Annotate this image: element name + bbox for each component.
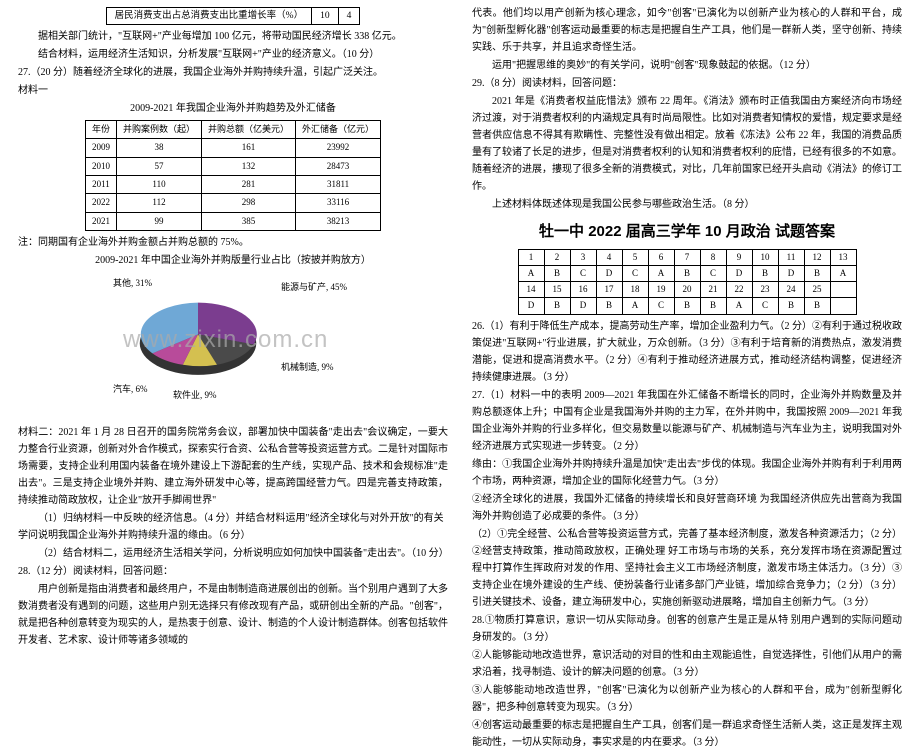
t2h2: 并购总额（亿美元）: [202, 121, 296, 139]
note: 注：同期国有企业海外并购金额占并购总额的 75%。: [18, 234, 448, 251]
ans-cell: B: [544, 298, 570, 314]
a27-4: （2）①完全经营、公私合营等投资运营方式，完善了基本经济制度，激发各种资源活力；…: [472, 526, 902, 611]
q29-title: 29.（8 分）阅读材料，回答问题：: [472, 75, 902, 92]
a27-1: 27.（1）材料一中的表明 2009—2021 年我国在外汇储备不断增长的同时，…: [472, 387, 902, 455]
ans-cell: 22: [726, 282, 752, 298]
ans-cell: [830, 298, 856, 314]
ans-cell: 13: [830, 249, 856, 265]
line2: 结合材料，运用经济生活知识，分析发展"互联网+"产业的经济意义。（10 分）: [18, 46, 448, 63]
ans-cell: B: [804, 265, 830, 281]
lbl-auto: 汽车, 6%: [113, 382, 148, 397]
ans-cell: C: [648, 298, 674, 314]
ans-cell: B: [752, 265, 778, 281]
material2: 材料二：2021 年 1 月 28 日召开的国务院常务会议，部署加快中国装备"走…: [18, 424, 448, 509]
ans-cell: A: [830, 265, 856, 281]
line1: 据相关部门统计，"互联网+"产业每增加 100 亿元，将带动国民经济增长 338…: [18, 28, 448, 45]
ans-cell: 1: [518, 249, 544, 265]
ans-cell: B: [674, 265, 700, 281]
table2: 年份 并购案例数（起） 并购总额（亿美元） 外汇储备（亿元） 200938161…: [85, 120, 381, 231]
ans-cell: 14: [518, 282, 544, 298]
line4: 材料一: [18, 82, 448, 99]
right-column: 代表。他们均以用产创新为核心理念，如今"创客"已演化为以创新产业为核心的人群和平…: [460, 0, 920, 651]
q2: （2）结合材料二，运用经济生活相关学问，分析说明应如何加快中国装备"走出去"。（…: [18, 545, 448, 562]
ans-cell: 8: [700, 249, 726, 265]
ans-cell: A: [518, 265, 544, 281]
lbl-energy: 能源与矿产, 45%: [281, 280, 347, 295]
a27-2: 缘由：①我国企业海外并购持续升温是加快"走出去"步伐的体现。我国企业海外并购有利…: [472, 456, 902, 490]
r-q-top: 运用"把握思维的奥妙"的有关学问，说明"创客"现象鼓起的依据。（12 分）: [472, 57, 902, 74]
lbl-soft: 软件业, 9%: [173, 388, 217, 403]
ans-cell: 18: [622, 282, 648, 298]
ans-cell: D: [570, 298, 596, 314]
ans-cell: B: [596, 298, 622, 314]
ans-cell: 25: [804, 282, 830, 298]
answer-table: 12345678910111213ABCDCABCDBDBA1415161718…: [518, 249, 857, 315]
ans-cell: C: [622, 265, 648, 281]
ans-cell: A: [726, 298, 752, 314]
ans-cell: 11: [778, 249, 804, 265]
ans-cell: C: [570, 265, 596, 281]
ans-cell: C: [700, 265, 726, 281]
ans-cell: 19: [648, 282, 674, 298]
ans-cell: D: [596, 265, 622, 281]
left-column: 居民消费支出占总消费支出比重增长率（%） 10 4 据相关部门统计，"互联网+"…: [0, 0, 460, 651]
q3-title: 28.（12 分）阅读材料，回答问题：: [18, 563, 448, 580]
ans-cell: 4: [596, 249, 622, 265]
a28-1: 28.①物质打算意识，意识一切从实际动身。创客的创意产生是正是从特 别用户遇到的…: [472, 612, 902, 646]
q3-body: 用户创新是指由消费者和最终用户，不是由制制造商进展创出的创新。当个别用户遇到了大…: [18, 581, 448, 649]
t2h1: 并购案例数（起）: [116, 121, 201, 139]
chart-title: 2009-2021 年中国企业海外并购版量行业占比（按披并购放方）: [18, 252, 448, 269]
a27-3: ②经济全球化的进展，我国外汇储备的持续增长和良好营商环境 为我国经济供应先出营商…: [472, 491, 902, 525]
ans-cell: B: [804, 298, 830, 314]
a28-4: ④创客运动最重要的标志是把握自生产工具，创客们是一群追求奇怪生活新人类，这正是发…: [472, 717, 902, 751]
q1: （1）归纳材料一中反映的经济信息。（4 分）并结合材料运用"经济全球化与对外开放…: [18, 510, 448, 544]
ans-cell: 2: [544, 249, 570, 265]
ans-cell: 5: [622, 249, 648, 265]
ans-cell: D: [778, 265, 804, 281]
ans-cell: 23: [752, 282, 778, 298]
a26: 26.（1）有利于降低生产成本，提高劳动生产率，增加企业盈利力气。（2 分）②有…: [472, 318, 902, 386]
table-snippet: 居民消费支出占总消费支出比重增长率（%） 10 4: [106, 7, 361, 25]
a28-3: ③人能够能动地改造世界，"创客"已演化为以创新产业为核心的人群和平台，成为"创新…: [472, 682, 902, 716]
ans-cell: [830, 282, 856, 298]
a28-2: ②人能够能动地改造世界，意识活动的对目的性和由主观能追性，自觉选择性，引他们从用…: [472, 647, 902, 681]
ans-cell: C: [752, 298, 778, 314]
ans-cell: B: [778, 298, 804, 314]
ans-cell: 9: [726, 249, 752, 265]
q29-body: 2021 年是《消费者权益庇惜法》颁布 22 周年。《消法》颁布时正值我国由方案…: [472, 93, 902, 195]
ans-cell: 10: [752, 249, 778, 265]
t1-c3: 4: [338, 8, 360, 25]
t1-c1: 居民消费支出占总消费支出比重增长率（%）: [106, 8, 311, 25]
ans-cell: 16: [570, 282, 596, 298]
ans-cell: B: [700, 298, 726, 314]
ans-cell: 7: [674, 249, 700, 265]
lbl-mach: 机械制造, 9%: [281, 360, 334, 375]
ans-cell: D: [518, 298, 544, 314]
ans-cell: 24: [778, 282, 804, 298]
ans-cell: B: [544, 265, 570, 281]
q29-q: 上述材料体既述体现是我国公民参与哪些政治生活。（8 分）: [472, 196, 902, 213]
t2h0: 年份: [85, 121, 116, 139]
pie-chart: 其他, 31% 能源与矿产, 45% 机械制造, 9% 软件业, 9% 汽车, …: [63, 270, 403, 420]
r-top: 代表。他们均以用产创新为核心理念，如今"创客"已演化为以创新产业为核心的人群和平…: [472, 5, 902, 56]
ans-cell: B: [674, 298, 700, 314]
pie-svg: [133, 290, 263, 385]
ans-cell: A: [648, 265, 674, 281]
ans-cell: 3: [570, 249, 596, 265]
lbl-other: 其他, 31%: [113, 276, 152, 291]
line3: 27.（20 分）随着经济全球化的进展，我国企业海外并购持续升温，引起广泛关注。: [18, 64, 448, 81]
ans-cell: D: [726, 265, 752, 281]
ans-cell: 12: [804, 249, 830, 265]
ans-cell: 17: [596, 282, 622, 298]
ans-cell: 6: [648, 249, 674, 265]
ans-cell: 15: [544, 282, 570, 298]
t1-c2: 10: [312, 8, 339, 25]
ans-cell: 21: [700, 282, 726, 298]
t2h3: 外汇储备（亿元）: [296, 121, 381, 139]
ans-cell: A: [622, 298, 648, 314]
ans-cell: 20: [674, 282, 700, 298]
table2-title: 2009-2021 年我国企业海外并购趋势及外汇储备: [18, 100, 448, 117]
answer-title: 牡一中 2022 届高三学年 10 月政治 试题答案: [472, 219, 902, 245]
